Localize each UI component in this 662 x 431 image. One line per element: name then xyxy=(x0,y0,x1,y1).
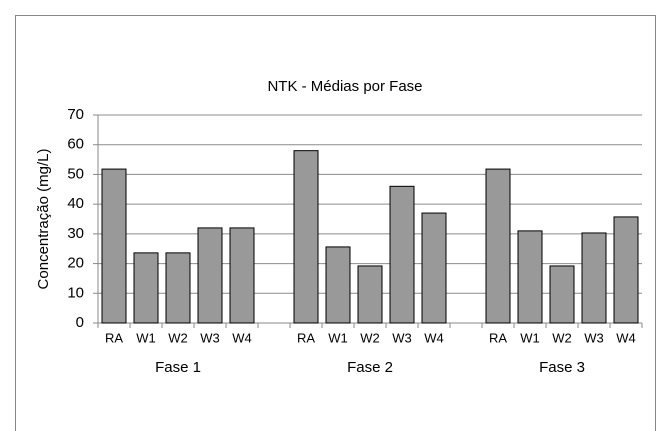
bar xyxy=(421,212,447,324)
bar xyxy=(197,227,223,324)
group-label: Fase 1 xyxy=(155,359,201,376)
y-tick-label: 20 xyxy=(67,255,84,272)
x-tick-label: W4 xyxy=(616,330,636,345)
y-tick-label: 50 xyxy=(67,165,84,182)
bar xyxy=(485,168,511,324)
x-tick-label: RA xyxy=(105,330,123,345)
bar xyxy=(101,168,127,324)
bar xyxy=(389,185,415,324)
bar xyxy=(613,216,639,324)
x-tick-label: W2 xyxy=(168,330,188,345)
group-label: Fase 3 xyxy=(539,359,585,376)
bar xyxy=(293,150,319,324)
bar xyxy=(357,265,383,324)
y-tick-label: 40 xyxy=(67,195,84,212)
x-tick-label: W2 xyxy=(360,330,380,345)
y-tick-label: 60 xyxy=(67,136,84,153)
x-tick-label: W1 xyxy=(520,330,540,345)
x-tick-label: RA xyxy=(297,330,315,345)
x-tick-label: W4 xyxy=(424,330,444,345)
bar xyxy=(133,252,159,324)
y-axis-label: Concentração (mg/L) xyxy=(35,149,52,290)
chart-title: NTK - Médias por Fase xyxy=(267,78,422,95)
bar xyxy=(165,252,191,324)
x-tick-label: W3 xyxy=(200,330,220,345)
bar xyxy=(549,265,575,324)
bar xyxy=(517,230,543,324)
x-tick-label: W4 xyxy=(232,330,252,345)
x-tick-label: RA xyxy=(489,330,507,345)
y-tick-label: 10 xyxy=(67,284,84,301)
bar xyxy=(229,227,255,324)
bar xyxy=(325,246,351,324)
x-tick-label: W2 xyxy=(552,330,572,345)
x-tick-label: W1 xyxy=(136,330,156,345)
x-tick-label: W1 xyxy=(328,330,348,345)
y-tick-label: 0 xyxy=(76,314,84,331)
group-label: Fase 2 xyxy=(347,359,393,376)
y-tick-label: 30 xyxy=(67,225,84,242)
y-tick-label: 70 xyxy=(67,106,84,123)
x-tick-label: W3 xyxy=(584,330,604,345)
x-tick-label: W3 xyxy=(392,330,412,345)
bar xyxy=(581,232,607,324)
